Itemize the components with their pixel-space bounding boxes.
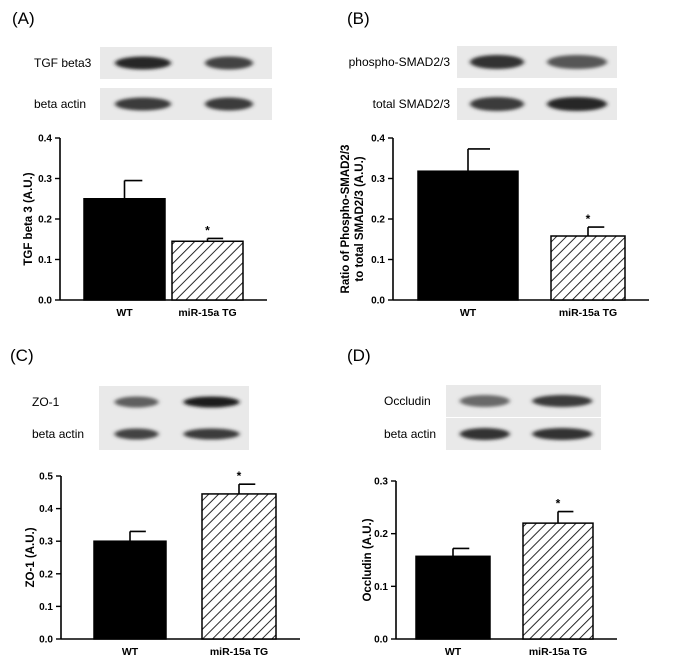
blot-band — [547, 97, 607, 111]
category-label: WT — [460, 307, 477, 319]
blot-band — [115, 56, 171, 70]
y-axis-title: TGF beta 3 (A.U.) — [23, 172, 35, 265]
bar-wt — [415, 555, 491, 640]
panel-d: (D) Occludin beta actin 0.0 0.1 0.2 0.3 Occludi… — [337, 336, 673, 672]
category-label: miR-15a TG — [559, 307, 617, 319]
panel-svg: (A) TGF beta3 beta actin 0.0 0.1 0.2 0.3 0.4 TGF… — [12, 9, 272, 319]
y-tick-label: 0.0 — [374, 635, 388, 646]
category-label: WT — [445, 646, 462, 658]
blot-label: phospho-SMAD2/3 — [349, 55, 451, 69]
panel-b: (B) phospho-SMAD2/3 total SMAD2/3 0.0 0.1 0.2… — [337, 0, 673, 336]
error-bar — [206, 237, 224, 242]
blot-band — [470, 55, 524, 69]
blot-label: TGF beta3 — [34, 56, 92, 70]
panel-svg: (D) Occludin beta actin 0.0 0.1 0.2 0.3 Occludi… — [347, 346, 617, 658]
y-tick-label: 0.0 — [371, 296, 385, 307]
y-axis-title: ZO-1 (A.U.) — [25, 527, 37, 587]
panel-svg: (B) phospho-SMAD2/3 total SMAD2/3 0.0 0.1 0.2… — [340, 9, 649, 319]
y-tick-label: 0.3 — [374, 477, 388, 488]
panel-c: (C) ZO-1 beta actin 0.0 0.1 0.2 0.3 0.4 0.5 ZO-1 … — [0, 336, 336, 672]
blot-label: ZO-1 — [32, 395, 60, 409]
bar-mir15a-tg — [550, 235, 626, 301]
y-tick-label: 0.0 — [39, 635, 53, 646]
y-tick-label: 0.2 — [374, 529, 388, 540]
y-tick-label: 0.1 — [39, 602, 53, 613]
error-bar — [587, 226, 605, 237]
error-bar — [238, 483, 256, 494]
blot-band — [115, 97, 171, 111]
category-label: miR-15a TG — [210, 646, 268, 658]
blot-band — [205, 97, 253, 111]
y-tick-label: 0.3 — [39, 537, 53, 548]
y-tick-label: 0.5 — [39, 472, 53, 483]
panel-label: (A) — [12, 9, 35, 28]
blot-label: Occludin — [384, 394, 431, 408]
category-label: miR-15a TG — [178, 307, 236, 319]
significance-marker: * — [556, 497, 561, 511]
significance-marker: * — [237, 469, 242, 483]
y-axis-title: Ratio of Phospho-SMAD2/3 — [340, 145, 352, 294]
blot-band — [532, 395, 593, 407]
error-bar — [123, 179, 143, 199]
panel-svg: (C) ZO-1 beta actin 0.0 0.1 0.2 0.3 0.4 0.5 ZO-1 … — [10, 346, 300, 658]
y-tick-label: 0.2 — [371, 215, 385, 226]
blot-label: total SMAD2/3 — [373, 97, 451, 111]
error-bar — [557, 510, 574, 524]
y-tick-label: 0.1 — [374, 582, 388, 593]
blot-band — [470, 97, 524, 111]
bar-wt — [93, 540, 167, 640]
blot-band — [532, 428, 593, 440]
blot-band — [459, 395, 510, 407]
panel-label: (C) — [10, 346, 34, 365]
error-bar — [129, 530, 146, 542]
significance-marker: * — [205, 223, 210, 237]
y-tick-label: 0.1 — [38, 255, 52, 266]
blot-label: beta actin — [384, 427, 436, 441]
category-label: miR-15a TG — [529, 646, 587, 658]
y-tick-label: 0.2 — [38, 215, 52, 226]
blot-band — [114, 396, 159, 408]
y-tick-label: 0.4 — [38, 134, 52, 145]
blot-band — [183, 428, 240, 440]
bar-mir15a-tg — [201, 493, 277, 640]
category-label: WT — [122, 646, 139, 658]
y-tick-label: 0.0 — [38, 296, 52, 307]
category-label: WT — [116, 307, 133, 319]
y-tick-label: 0.4 — [371, 134, 385, 145]
y-axis-title: to total SMAD2/3 (A.U.) — [354, 156, 366, 281]
bar-mir15a-tg — [171, 240, 244, 301]
panel-a: (A) TGF beta3 beta actin 0.0 0.1 0.2 0.3 0.4 TGF… — [0, 0, 336, 336]
y-tick-label: 0.3 — [371, 174, 385, 185]
blot-band — [547, 55, 607, 69]
blot-band — [114, 428, 159, 440]
blot-label: beta actin — [34, 97, 86, 111]
panel-label: (B) — [347, 9, 370, 28]
error-bar — [452, 547, 470, 557]
bar-wt — [417, 170, 519, 301]
y-tick-label: 0.3 — [38, 174, 52, 185]
blot-band — [459, 428, 510, 440]
bar-wt — [83, 198, 166, 301]
bar-mir15a-tg — [522, 522, 594, 640]
error-bar — [467, 148, 490, 172]
y-tick-label: 0.4 — [39, 504, 53, 515]
blot-label: beta actin — [32, 427, 84, 441]
blot-band — [205, 56, 253, 70]
blot-band — [183, 396, 240, 408]
y-tick-label: 0.1 — [371, 255, 385, 266]
panel-label: (D) — [347, 346, 371, 365]
y-axis-title: Occludin (A.U.) — [362, 518, 374, 601]
y-tick-label: 0.2 — [39, 569, 53, 580]
significance-marker: * — [586, 212, 591, 226]
